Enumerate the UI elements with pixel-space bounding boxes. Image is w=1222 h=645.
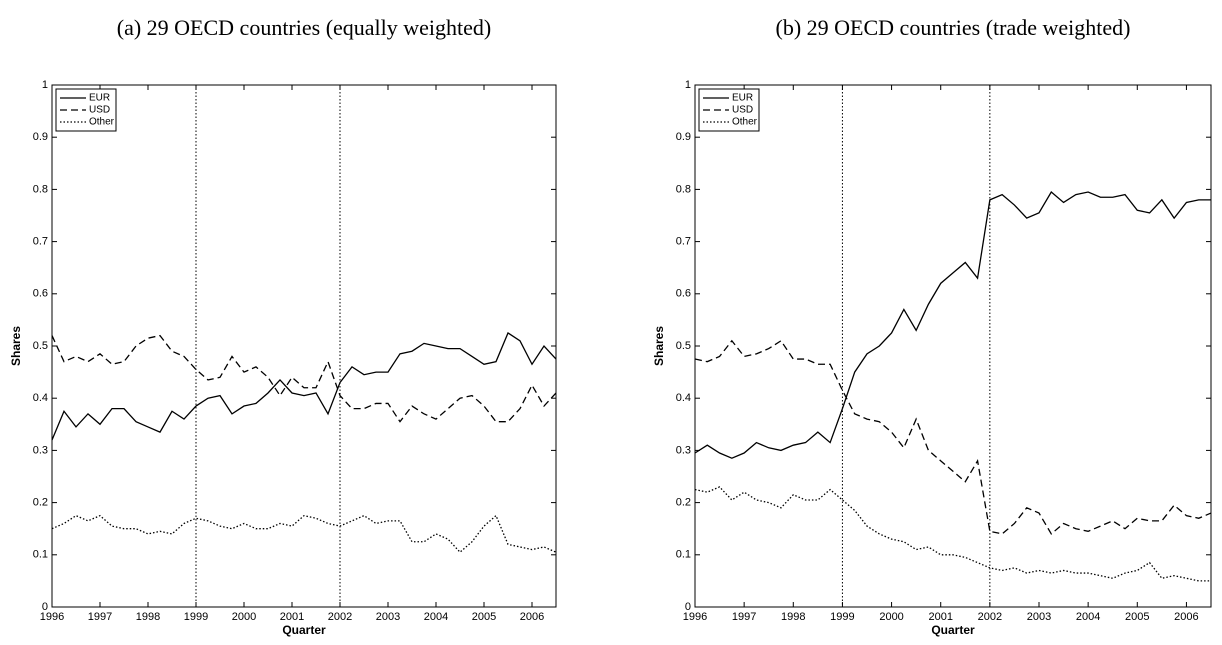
x-tick-label: 2000 — [232, 611, 256, 623]
y-tick-label: 0.5 — [33, 340, 48, 352]
y-tick-label: 0.6 — [33, 288, 48, 300]
x-tick-label: 1998 — [781, 611, 805, 623]
x-tick-label: 1997 — [732, 611, 756, 623]
y-tick-label: 1 — [685, 79, 691, 91]
y-tick-label: 0.7 — [33, 236, 48, 248]
x-tick-label: 2000 — [879, 611, 903, 623]
legend-label: EUR — [89, 93, 110, 104]
y-tick-label: 0.4 — [676, 392, 691, 404]
x-tick-label: 1996 — [683, 611, 707, 623]
x-tick-label: 2004 — [424, 611, 448, 623]
x-axis-label: Quarter — [282, 623, 326, 637]
x-tick-label: 2002 — [328, 611, 352, 623]
series-line — [51, 334, 557, 423]
x-tick-label: 2004 — [1076, 611, 1100, 623]
legend-label: Other — [89, 117, 115, 128]
legend-label: Other — [732, 117, 758, 128]
y-tick-label: 0.9 — [33, 131, 48, 143]
x-tick-label: 2001 — [928, 611, 952, 623]
x-tick-label: 2006 — [1174, 611, 1198, 623]
legend-label: USD — [89, 105, 110, 116]
y-tick-label: 0.4 — [33, 392, 48, 404]
y-tick-label: 0.5 — [676, 340, 691, 352]
y-tick-label: 0.7 — [676, 236, 691, 248]
y-tick-label: 0.2 — [33, 497, 48, 509]
y-tick-label: 0.6 — [676, 288, 691, 300]
series-line — [694, 339, 1212, 535]
y-tick-label: 0.3 — [33, 444, 48, 456]
x-tick-label: 2005 — [472, 611, 496, 623]
x-tick-label: 2001 — [280, 611, 304, 623]
x-tick-label: 1998 — [136, 611, 160, 623]
y-tick-label: 0.3 — [676, 444, 691, 456]
y-tick-label: 0 — [42, 601, 48, 613]
x-tick-label: 2005 — [1125, 611, 1149, 623]
series-line — [694, 486, 1211, 582]
series-line — [694, 191, 1211, 459]
legend-label: EUR — [732, 93, 753, 104]
x-tick-label: 2006 — [520, 611, 544, 623]
x-axis-label: Quarter — [931, 623, 975, 637]
x-tick-label: 1999 — [184, 611, 208, 623]
y-tick-label: 0.1 — [676, 549, 691, 561]
x-tick-label: 2003 — [376, 611, 400, 623]
series-line — [51, 331, 557, 441]
x-tick-label: 1996 — [40, 611, 64, 623]
y-tick-label: 1 — [42, 79, 48, 91]
y-tick-label: 0.9 — [676, 131, 691, 143]
x-tick-label: 1999 — [830, 611, 854, 623]
panel-title: (b) 29 OECD countries (trade weighted) — [776, 15, 1131, 40]
y-tick-label: 0.8 — [33, 183, 48, 195]
x-tick-label: 2002 — [978, 611, 1002, 623]
legend-label: USD — [732, 105, 753, 116]
series-line — [51, 514, 557, 554]
y-axis-label: Shares — [9, 326, 23, 366]
y-tick-label: 0.2 — [676, 497, 691, 509]
x-tick-label: 2003 — [1027, 611, 1051, 623]
x-tick-label: 1997 — [88, 611, 112, 623]
y-tick-label: 0.1 — [33, 549, 48, 561]
axes-box — [694, 84, 1212, 608]
y-tick-label: 0 — [685, 601, 691, 613]
panel-title: (a) 29 OECD countries (equally weighted) — [117, 15, 492, 40]
axes-box — [51, 84, 557, 608]
y-axis-label: Shares — [652, 326, 666, 366]
y-tick-label: 0.8 — [676, 183, 691, 195]
